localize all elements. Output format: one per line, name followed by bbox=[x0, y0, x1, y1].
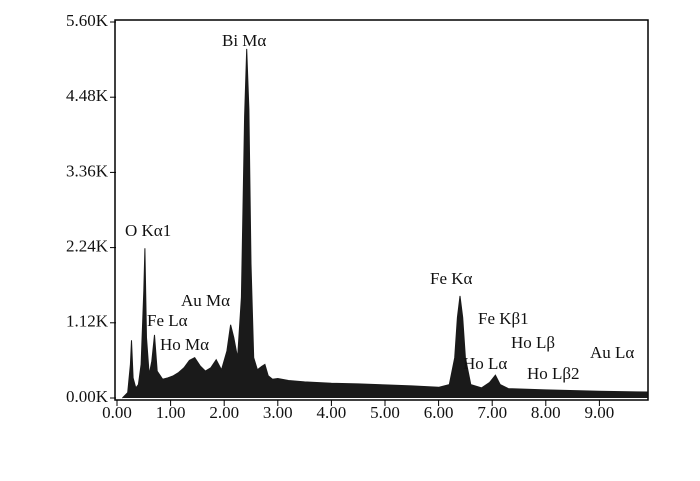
x-tick-label: 7.00 bbox=[477, 403, 507, 422]
y-tick-label: 5.60K bbox=[66, 11, 109, 30]
y-tick-label: 0.00K bbox=[66, 387, 109, 406]
y-tick-label: 1.12K bbox=[66, 312, 109, 331]
peak-label: O Kα1 bbox=[125, 221, 171, 240]
x-tick-label: 3.00 bbox=[263, 403, 293, 422]
spectrum-line bbox=[122, 48, 648, 399]
peak-label: Bi Mα bbox=[222, 31, 266, 50]
x-tick-label: 4.00 bbox=[317, 403, 347, 422]
peak-label: Ho Lα bbox=[463, 354, 507, 373]
peak-label: Ho Mα bbox=[160, 335, 209, 354]
peak-label: Au Lα bbox=[590, 343, 634, 362]
y-tick-label: 3.36K bbox=[66, 161, 109, 180]
peak-label: Fe Kβ1 bbox=[478, 309, 529, 328]
x-tick-label: 9.00 bbox=[585, 403, 615, 422]
x-tick-label: 6.00 bbox=[424, 403, 454, 422]
y-tick-label: 2.24K bbox=[66, 237, 109, 256]
peak-label: Fe Lα bbox=[147, 311, 188, 330]
y-tick-label: 4.48K bbox=[66, 86, 109, 105]
x-tick-label: 5.00 bbox=[370, 403, 400, 422]
peak-label: Ho Lβ bbox=[511, 333, 555, 352]
peak-label: Ho Lβ2 bbox=[527, 364, 580, 383]
x-tick-label: 0.00 bbox=[102, 403, 132, 422]
plot-frame bbox=[114, 19, 649, 401]
x-tick-label: 8.00 bbox=[531, 403, 561, 422]
peak-label: Fe Kα bbox=[430, 269, 473, 288]
x-tick-label: 1.00 bbox=[156, 403, 186, 422]
peak-label: Au Mα bbox=[181, 291, 230, 310]
x-tick-label: 2.00 bbox=[209, 403, 239, 422]
